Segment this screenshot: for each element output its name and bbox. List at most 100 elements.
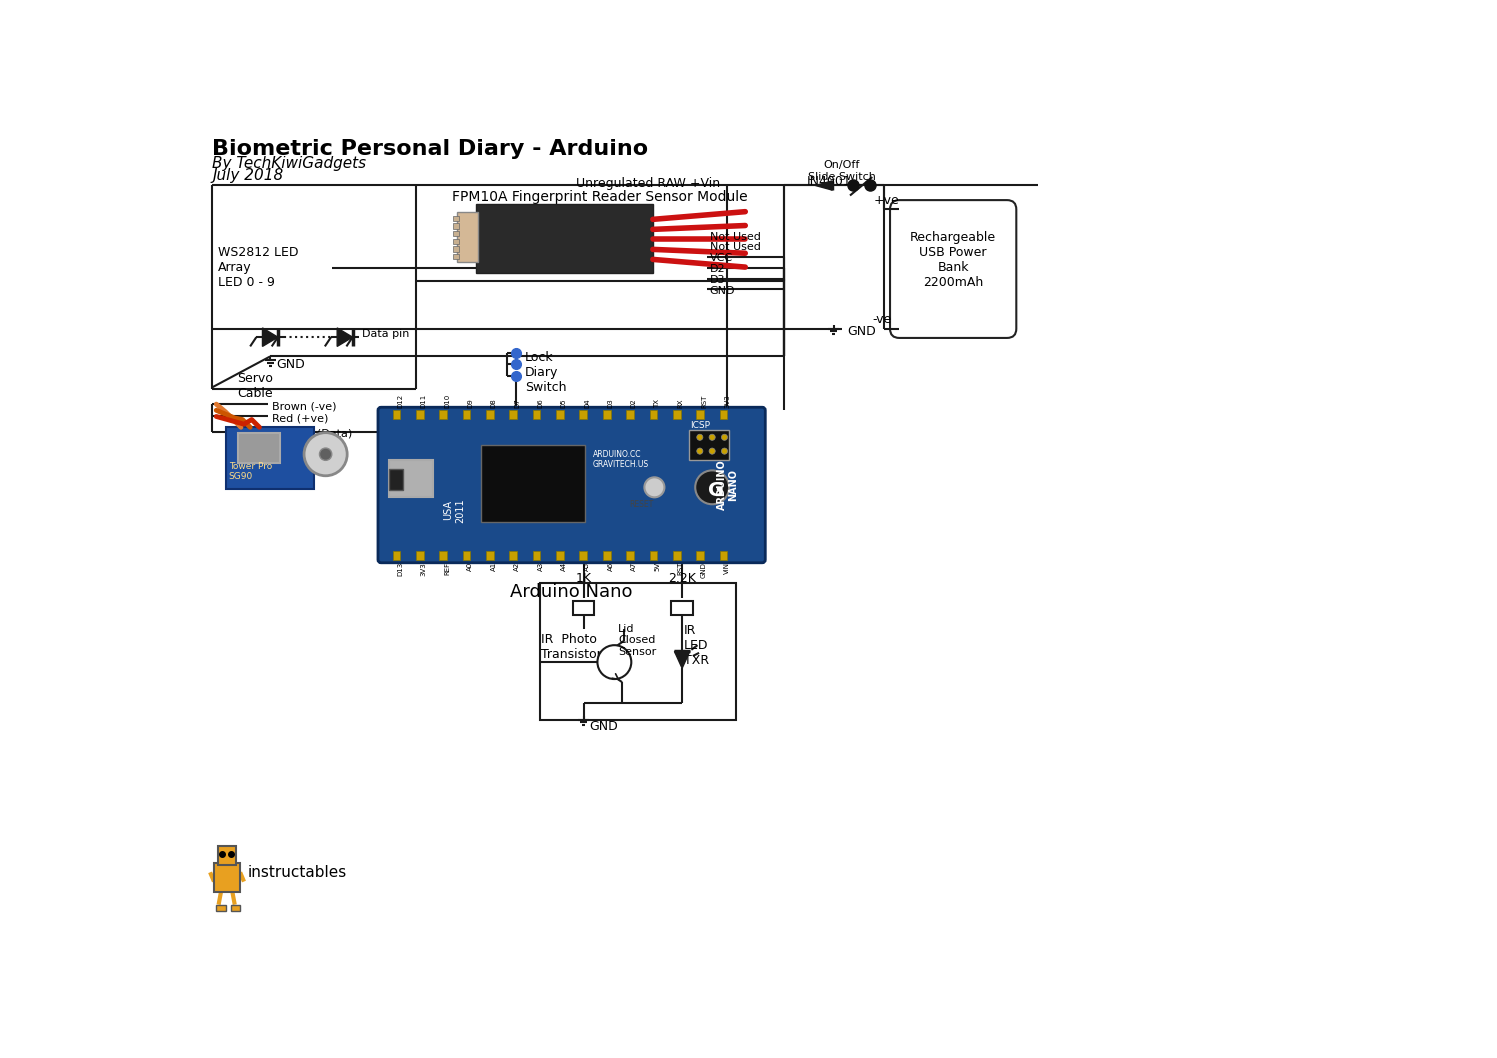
Text: 5V: 5V [654, 562, 660, 571]
Text: Lock
Diary
Switch: Lock Diary Switch [525, 351, 566, 394]
Bar [603, 551, 611, 561]
Text: Tower Pro
SG90: Tower Pro SG90 [229, 462, 272, 481]
Bar [439, 551, 448, 561]
Text: -ve: -ve [873, 313, 892, 326]
Text: GND: GND [590, 719, 618, 733]
Bar [509, 551, 516, 561]
Text: IR
LED
TXR: IR LED TXR [684, 623, 708, 667]
Circle shape [696, 434, 704, 440]
Text: 3V3: 3V3 [421, 562, 427, 576]
Bar [696, 551, 704, 561]
Text: By TechKiwiGadgets: By TechKiwiGadgets [213, 157, 367, 171]
Text: ICSP: ICSP [690, 421, 711, 431]
Bar [603, 409, 611, 419]
Text: D9: D9 [467, 398, 473, 408]
Bar [555, 551, 564, 561]
Bar [452, 216, 458, 221]
Bar [226, 427, 314, 489]
Bar [533, 551, 540, 561]
Text: D8: D8 [491, 398, 497, 408]
Text: IR  Photo
Transistor: IR Photo Transistor [542, 633, 602, 661]
Bar [463, 551, 470, 561]
Text: G: G [708, 481, 723, 500]
Bar [452, 223, 458, 229]
Text: D2: D2 [710, 264, 726, 274]
Text: Rechargeable
USB Power
Bank
2200mAh: Rechargeable USB Power Bank 2200mAh [910, 231, 996, 289]
Bar [238, 434, 280, 462]
Text: ARDUINO.CC: ARDUINO.CC [593, 451, 641, 459]
Polygon shape [816, 181, 832, 190]
Bar [573, 601, 594, 615]
Circle shape [710, 448, 716, 454]
Text: VIN: VIN [725, 562, 731, 574]
Polygon shape [675, 652, 690, 669]
Text: A7: A7 [630, 562, 636, 571]
Bar [463, 409, 470, 419]
Circle shape [597, 645, 632, 679]
Text: Not Used: Not Used [710, 242, 760, 253]
FancyBboxPatch shape [891, 200, 1016, 338]
Text: 1K: 1K [575, 572, 591, 585]
Text: instructables: instructables [249, 864, 347, 880]
Text: A5: A5 [584, 562, 590, 571]
Text: IN4001: IN4001 [807, 176, 852, 188]
Circle shape [722, 434, 728, 440]
Text: D7: D7 [513, 398, 519, 408]
Bar [416, 551, 424, 561]
Bar [452, 254, 458, 259]
Text: Orange (Data): Orange (Data) [272, 428, 352, 439]
Text: D11: D11 [421, 394, 427, 408]
Text: GND: GND [710, 286, 735, 295]
Bar [457, 212, 478, 261]
Bar [487, 551, 494, 561]
Bar [416, 409, 424, 419]
Text: REF: REF [445, 562, 451, 576]
Bar [689, 430, 729, 460]
Polygon shape [262, 328, 278, 346]
Bar [672, 409, 681, 419]
Text: Brown (-ve): Brown (-ve) [272, 401, 337, 412]
Bar [231, 905, 240, 911]
Bar [452, 231, 458, 236]
Bar [389, 460, 434, 497]
Text: A0: A0 [467, 562, 473, 571]
Bar [650, 409, 657, 419]
Bar [671, 601, 693, 615]
Text: +ve: +ve [874, 194, 900, 207]
Bar [626, 409, 633, 419]
Text: 2.2K: 2.2K [668, 572, 696, 585]
Bar [439, 409, 448, 419]
Text: Data pin: Data pin [362, 329, 409, 340]
Text: Lid
Closed
Sensor: Lid Closed Sensor [618, 623, 657, 657]
Text: WS2812 LED
Array
LED 0 - 9: WS2812 LED Array LED 0 - 9 [219, 247, 298, 289]
Bar [509, 409, 516, 419]
Text: A6: A6 [608, 562, 614, 571]
Text: Biometric Personal Diary - Arduino: Biometric Personal Diary - Arduino [213, 140, 648, 160]
Text: GND: GND [847, 325, 876, 338]
Circle shape [319, 448, 332, 460]
Bar [481, 445, 585, 522]
Circle shape [304, 433, 347, 476]
Text: GND: GND [277, 358, 305, 371]
Text: A4: A4 [561, 562, 567, 571]
Polygon shape [337, 328, 353, 346]
Text: D12: D12 [397, 394, 403, 408]
Text: D3: D3 [710, 275, 726, 285]
Text: D4: D4 [584, 399, 590, 408]
Bar [476, 204, 653, 273]
Bar [214, 863, 240, 892]
Circle shape [644, 477, 665, 497]
Text: RESET: RESET [629, 499, 653, 509]
Bar [452, 239, 458, 244]
Bar [389, 469, 403, 491]
Text: RST: RST [701, 395, 707, 408]
Bar [555, 409, 564, 419]
Text: A2: A2 [513, 562, 519, 571]
Text: FPM10A Fingerprint Reader Sensor Module: FPM10A Fingerprint Reader Sensor Module [452, 190, 747, 204]
Bar [650, 551, 657, 561]
Bar [392, 551, 400, 561]
Circle shape [722, 448, 728, 454]
Circle shape [695, 471, 729, 505]
Bar [696, 409, 704, 419]
Bar [452, 247, 458, 252]
